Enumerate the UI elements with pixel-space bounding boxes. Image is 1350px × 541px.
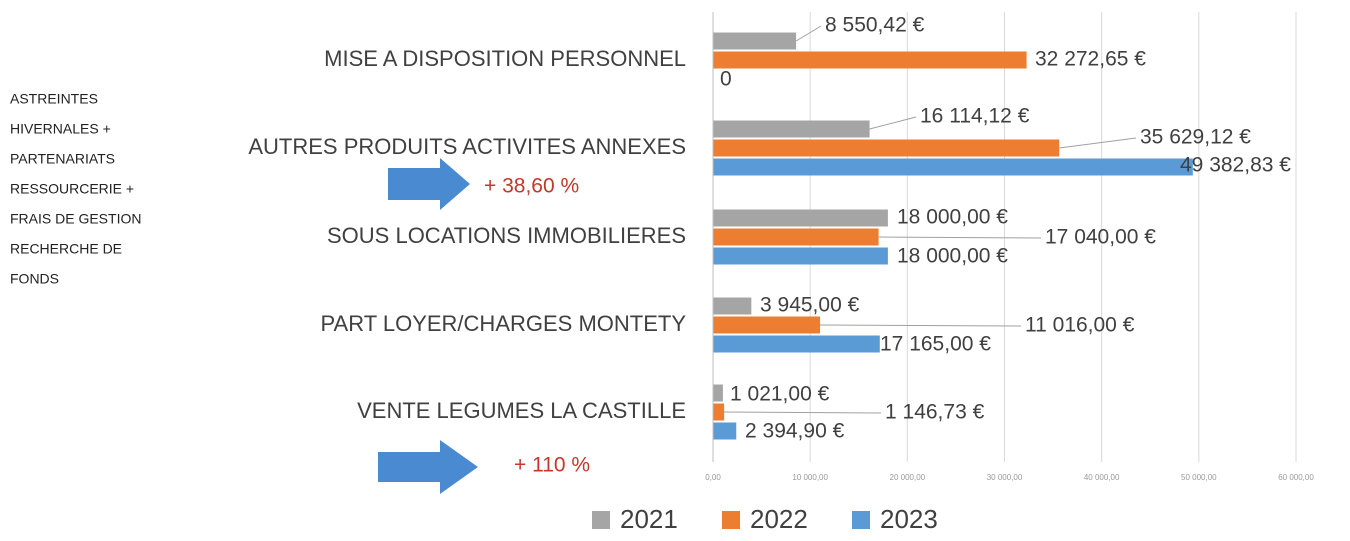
side-note: RESSOURCERIE + [10,181,134,197]
arrow [378,440,478,494]
x-tick-label: 10 000,00 [792,473,828,482]
bar [713,32,797,50]
legend-swatch [722,511,740,529]
side-note: RECHERCHE DE [10,241,122,257]
x-tick-label: 60 000,00 [1278,473,1314,482]
value-label: 18 000,00 € [897,245,1008,268]
category-label: SOUS LOCATIONS IMMOBILIERES [327,223,686,248]
leader-line [878,236,1042,239]
category-label: MISE A DISPOSITION PERSONNEL [324,46,686,71]
leader-line [869,116,917,130]
growth-annotation: + 110 % [514,454,590,477]
value-label: 17 165,00 € [880,333,991,356]
bar [713,228,879,246]
value-label: 8 550,42 € [825,14,925,37]
bar [713,403,725,421]
leader-line [724,411,882,414]
arrow [388,158,470,210]
bar [713,316,821,334]
x-tick-label: 30 000,00 [987,473,1023,482]
growth-annotation: + 38,60 % [484,175,579,198]
category-label: VENTE LEGUMES LA CASTILLE [357,398,686,423]
value-label: 1 146,73 € [885,401,985,424]
value-label: 35 629,12 € [1140,126,1251,149]
value-label: 16 114,12 € [920,105,1030,128]
legend-label: 2023 [880,504,938,534]
category-label: AUTRES PRODUITS ACTIVITES ANNEXES [248,134,686,159]
value-label: 17 040,00 € [1045,226,1156,249]
value-label: 0 [720,68,732,91]
bar [713,120,870,138]
x-tick-label: 0,00 [705,473,721,482]
leader-line [795,25,822,42]
x-tick-label: 20 000,00 [890,473,926,482]
value-label: 11 016,00 € [1025,314,1135,337]
bar [713,335,880,353]
bar [713,209,888,227]
leader-line [820,324,1022,327]
value-label: 3 945,00 € [760,294,860,317]
bar [713,139,1060,157]
side-note: PARTENARIATS [10,151,115,167]
value-label: 2 394,90 € [745,420,845,443]
legend-label: 2021 [620,504,678,534]
side-note: FONDS [10,271,59,287]
bar [713,297,752,315]
x-tick-label: 40 000,00 [1084,473,1120,482]
side-note: HIVERNALES + [10,121,111,137]
side-note: FRAIS DE GESTION [10,211,141,227]
side-note: ASTREINTES [10,91,98,107]
category-label: PART LOYER/CHARGES MONTETY [320,311,686,336]
x-tick-label: 50 000,00 [1181,473,1217,482]
bar [713,422,737,440]
bar [713,158,1193,176]
value-label: 32 272,65 € [1035,48,1146,71]
bar [713,247,888,265]
value-label: 49 382,83 € [1180,154,1291,177]
value-label: 18 000,00 € [897,206,1008,229]
legend-swatch [592,511,610,529]
bar [713,51,1027,69]
legend-label: 2022 [750,504,808,534]
value-label: 1 021,00 € [730,383,830,406]
legend-swatch [852,511,870,529]
leader-line [1059,137,1137,149]
bar [713,384,723,402]
